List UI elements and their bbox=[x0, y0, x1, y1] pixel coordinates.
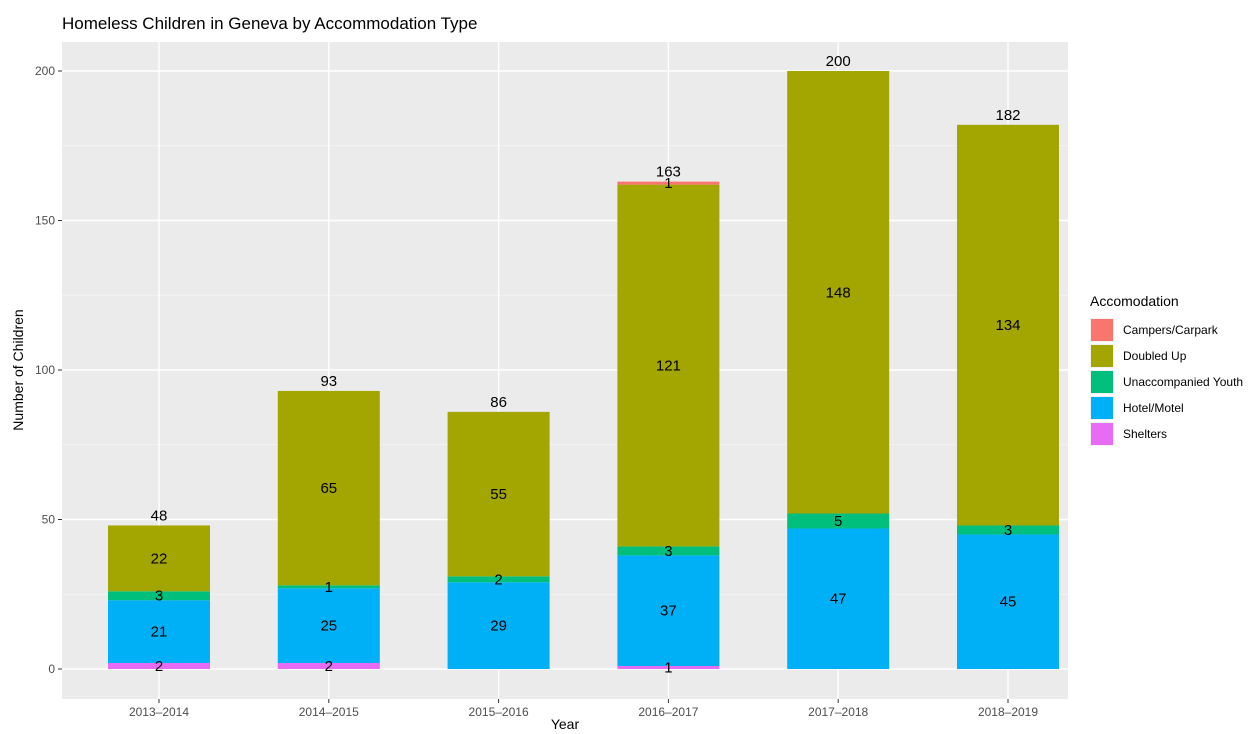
data-label: 1 bbox=[664, 660, 672, 677]
y-tick-label: 0 bbox=[48, 662, 55, 676]
data-label: 2 bbox=[155, 658, 163, 675]
data-label: 3 bbox=[1004, 522, 1012, 539]
bar-segment-doubled-up bbox=[108, 525, 210, 592]
bar-segment-doubled-up bbox=[957, 124, 1059, 526]
data-label: 29 bbox=[490, 618, 507, 635]
bar-segment-hotel-motel bbox=[108, 600, 210, 664]
legend-label: Doubled Up bbox=[1123, 349, 1187, 363]
data-label: 37 bbox=[660, 603, 677, 620]
legend-swatch bbox=[1091, 319, 1113, 341]
bar-segment-doubled-up bbox=[277, 390, 380, 586]
bar-segment-hotel-motel bbox=[787, 528, 890, 669]
y-tick-label: 50 bbox=[42, 513, 56, 527]
bar-segment-shelters bbox=[617, 666, 720, 669]
bar-segment-doubled-up bbox=[617, 184, 720, 547]
x-tick-label: 2015–2016 bbox=[469, 705, 529, 719]
legend: Accomodation Campers/Carpark Doubled Up Un… bbox=[1090, 293, 1243, 446]
bar-segment-unaccompanied-youth bbox=[957, 525, 1059, 535]
data-label: 3 bbox=[155, 588, 163, 605]
x-tick-label: 2018–2019 bbox=[978, 705, 1038, 719]
bar-segment-unaccompanied-youth bbox=[787, 513, 890, 529]
x-tick-label: 2016–2017 bbox=[638, 705, 698, 719]
data-label: 55 bbox=[490, 486, 507, 503]
bar-segment-hotel-motel bbox=[447, 582, 550, 669]
data-label: 148 bbox=[826, 284, 851, 301]
bar-segment-unaccompanied-youth bbox=[277, 585, 380, 589]
data-label: 134 bbox=[995, 317, 1020, 334]
legend-label: Hotel/Motel bbox=[1123, 401, 1184, 415]
total-label: 182 bbox=[995, 107, 1020, 124]
legend-label: Unaccompanied Youth bbox=[1123, 375, 1243, 389]
total-label: 163 bbox=[656, 164, 681, 181]
bar-segment-unaccompanied-youth bbox=[617, 546, 720, 556]
y-axis: 0 50 100 150 200 bbox=[35, 64, 62, 676]
data-label: 2 bbox=[494, 571, 502, 588]
data-label: 47 bbox=[830, 591, 847, 608]
legend-swatch bbox=[1091, 423, 1113, 445]
total-label: 93 bbox=[320, 373, 337, 390]
x-axis-title: Year bbox=[551, 716, 580, 732]
x-tick-label: 2014–2015 bbox=[299, 705, 359, 719]
legend-swatch bbox=[1091, 397, 1113, 419]
data-label: 1 bbox=[325, 579, 333, 596]
bar-segment-doubled-up bbox=[447, 411, 550, 577]
chart-title: Homeless Children in Geneva by Accommoda… bbox=[62, 14, 477, 33]
bar-segment-campers-carpark bbox=[617, 181, 720, 185]
data-label: 21 bbox=[151, 624, 168, 641]
bar-segment-hotel-motel bbox=[277, 588, 380, 664]
bar-segment-hotel-motel bbox=[617, 555, 720, 667]
y-tick-label: 200 bbox=[35, 64, 55, 78]
legend-title: Accomodation bbox=[1090, 293, 1179, 309]
data-label: 22 bbox=[151, 550, 168, 567]
total-label: 200 bbox=[826, 53, 851, 70]
y-axis-title: Number of Children bbox=[10, 309, 26, 430]
data-label: 45 bbox=[1000, 594, 1017, 611]
data-label: 5 bbox=[834, 513, 842, 530]
legend-label: Shelters bbox=[1123, 427, 1167, 441]
bar-segment-shelters bbox=[108, 663, 210, 669]
total-label: 48 bbox=[151, 507, 168, 524]
bar-segment-unaccompanied-youth bbox=[108, 591, 210, 601]
bar-segment-doubled-up bbox=[787, 71, 890, 514]
data-label: 25 bbox=[320, 618, 337, 635]
total-label: 86 bbox=[490, 394, 507, 411]
data-label: 3 bbox=[664, 543, 672, 560]
legend-swatch bbox=[1091, 345, 1113, 367]
data-label: 2 bbox=[325, 658, 333, 675]
data-labels: 2213224822516593292558613731211163475148… bbox=[151, 53, 1021, 677]
bar-segment-hotel-motel bbox=[957, 534, 1059, 669]
x-tick-label: 2013–2014 bbox=[129, 705, 189, 719]
x-axis: 2013–2014 2014–2015 2015–2016 2016–2017 2017… bbox=[129, 699, 1038, 719]
data-label: 65 bbox=[320, 480, 337, 497]
bar-segment-shelters bbox=[277, 663, 380, 669]
legend-swatch bbox=[1091, 371, 1113, 393]
bars bbox=[108, 71, 1059, 669]
legend-label: Campers/Carpark bbox=[1123, 323, 1219, 337]
y-tick-label: 150 bbox=[35, 214, 55, 228]
y-tick-label: 100 bbox=[35, 363, 55, 377]
data-label: 121 bbox=[656, 358, 681, 375]
x-tick-label: 2017–2018 bbox=[808, 705, 868, 719]
bar-segment-unaccompanied-youth bbox=[447, 576, 550, 583]
data-label: 1 bbox=[664, 175, 672, 192]
